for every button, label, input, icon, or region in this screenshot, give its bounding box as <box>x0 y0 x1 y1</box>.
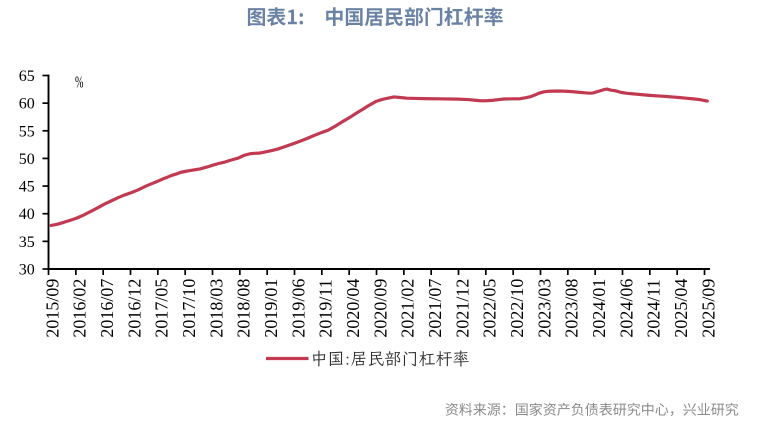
svg-text:55: 55 <box>19 123 35 140</box>
svg-text:2021/07: 2021/07 <box>425 279 445 338</box>
svg-text:35: 35 <box>19 234 35 251</box>
svg-text:2015/09: 2015/09 <box>42 279 62 338</box>
svg-text:2024/01: 2024/01 <box>589 279 609 338</box>
svg-text:2017/10: 2017/10 <box>179 279 199 338</box>
svg-text:2020/09: 2020/09 <box>370 279 390 338</box>
svg-text:2023/03: 2023/03 <box>534 279 554 338</box>
svg-text:2024/11: 2024/11 <box>644 279 664 337</box>
svg-text:2016/12: 2016/12 <box>124 279 144 338</box>
svg-text:65: 65 <box>19 68 35 85</box>
svg-text:2019/11: 2019/11 <box>316 279 336 337</box>
svg-text:2018/08: 2018/08 <box>234 279 254 338</box>
svg-text:%: % <box>75 74 84 92</box>
svg-text:2019/06: 2019/06 <box>288 279 308 338</box>
svg-text:50: 50 <box>19 151 35 168</box>
svg-text:2016/02: 2016/02 <box>70 279 90 338</box>
svg-text:2021/02: 2021/02 <box>398 279 418 338</box>
svg-text:2023/08: 2023/08 <box>562 279 582 338</box>
svg-text:30: 30 <box>19 262 35 279</box>
svg-text:60: 60 <box>19 96 35 113</box>
svg-text:2022/10: 2022/10 <box>507 279 527 338</box>
svg-text:2019/01: 2019/01 <box>261 279 281 338</box>
svg-text:2021/12: 2021/12 <box>452 279 472 338</box>
svg-text:2016/07: 2016/07 <box>97 279 117 338</box>
svg-text:45: 45 <box>19 179 35 196</box>
svg-text:40: 40 <box>19 206 35 223</box>
svg-text:2025/09: 2025/09 <box>698 279 718 338</box>
svg-text:2025/04: 2025/04 <box>671 279 691 338</box>
svg-text:2018/03: 2018/03 <box>206 279 226 338</box>
svg-text:2020/04: 2020/04 <box>343 279 363 338</box>
svg-text:2024/06: 2024/06 <box>616 279 636 338</box>
svg-text:2017/05: 2017/05 <box>152 279 172 338</box>
svg-text:2022/05: 2022/05 <box>480 279 500 338</box>
